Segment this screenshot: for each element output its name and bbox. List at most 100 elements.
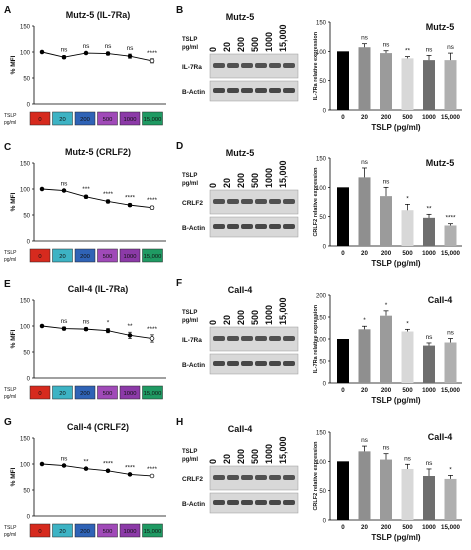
tslp-dose-label: 200 [80,254,90,260]
significance-label: ns [361,159,369,166]
actin-label: B-Actin [182,362,205,369]
tslp-dose-label: 500 [103,254,113,260]
series-line [41,188,153,209]
actin-band [283,224,295,229]
lane-label: 500 [250,449,260,464]
tslp-dose-label: 0 [38,117,41,123]
tslp-dose-label: 20 [59,391,65,397]
actin-band [283,500,295,505]
unit-label: pg/ml [182,457,198,463]
tslp-dose-box [29,385,51,400]
significance-label: **** [147,197,158,204]
tslp-dose-box [74,248,96,263]
significance-label: ns [426,460,434,467]
data-point [39,186,45,192]
x-tick-label: 500 [402,114,413,121]
tslp-dose-box [74,111,96,126]
actin-band [255,361,267,366]
actin-label: B-Actin [182,501,205,508]
tslp-label: TSLP [182,449,197,455]
panel-letter: B [176,5,183,16]
protein-band [269,475,281,480]
data-point [83,50,89,56]
actin-band [213,224,225,229]
panel-title: Call-4 (CRLF2) [67,422,129,432]
x-tick-label: 1000 [422,114,436,121]
tslp-dose-label: 0 [38,391,41,397]
blot-panel-D: D Mutz-5 TSLP pg/ml 0 20 200 500 1000 15,000 CRLF2… [176,141,299,238]
significance-label: **** [147,326,158,333]
bar [337,339,349,383]
tslp-label: TSLP [4,525,17,531]
data-point [83,326,89,332]
tslp-dose-box [97,523,118,538]
lane-label: 15,000 [278,160,288,188]
data-point [39,323,45,329]
y-tick-label: 50 [23,489,30,495]
tslp-label: TSLP [4,113,17,119]
panel-letter: A [4,5,11,16]
bar [358,451,371,520]
tslp-dose-box [97,248,118,263]
panel-title: Mutz-5 [226,12,255,22]
bar [444,225,457,246]
y-axis-label: % MFI [10,192,17,211]
actin-band [227,361,239,366]
y-axis-label: IL-7Ra relative expression [313,31,319,100]
bar [423,476,435,520]
significance-label: ns [361,437,369,444]
data-point [127,333,133,338]
protein-band [213,475,225,480]
protein-band [283,336,295,341]
tslp-dose-label: 1000 [124,391,137,397]
bar [423,345,435,383]
tslp-dose-label: 200 [80,391,90,397]
x-tick-label: 200 [381,250,392,257]
tslp-dose-box [119,523,141,538]
unit-label: pg/ml [4,532,16,538]
data-point [127,53,133,59]
y-tick-label: 100 [20,325,31,331]
x-tick-label: 0 [341,524,345,531]
tslp-dose-label: 500 [103,117,113,123]
bar [423,217,435,246]
actin-label: B-Actin [182,225,205,232]
tslp-dose-label: 0 [38,254,41,260]
unit-label: pg/ml [182,318,198,324]
actin-band [241,224,253,229]
data-point [149,336,155,341]
tslp-dose-box [74,385,96,400]
tslp-dose-label: 20 [59,117,65,123]
significance-label: ns [426,46,434,53]
actin-band [227,88,239,93]
tslp-dose-label: 500 [103,391,113,397]
lane-label: 200 [236,310,246,325]
lane-label: 0 [208,459,218,464]
significance-label: * [406,195,409,202]
lane-label: 200 [236,449,246,464]
significance-label: * [363,317,366,324]
protein-band [241,63,253,68]
panel-letter: G [4,417,12,428]
lane-label: 20 [222,42,232,52]
actin-band [283,361,295,366]
lane-label: 20 [222,315,232,325]
protein-band [213,63,225,68]
lane-label: 0 [208,320,218,325]
bar [337,51,349,110]
x-tick-label: 20 [361,114,368,121]
panel-title: Call-4 [428,295,453,305]
y-tick-label: 50 [319,489,326,495]
panel-title: Mutz-5 [226,148,255,158]
lane-label: 15,000 [278,297,288,325]
lane-label: 15,000 [278,24,288,52]
protein-band [241,199,253,204]
tslp-dose-label: 15,000 [144,391,162,397]
tslp-label: TSLP [4,387,17,393]
actin-band [241,88,253,93]
bar [380,196,392,246]
significance-label: ** [127,323,133,330]
tslp-dose-box [29,111,51,126]
panel-title: Mutz-5 [426,158,455,168]
actin-band [227,500,239,505]
